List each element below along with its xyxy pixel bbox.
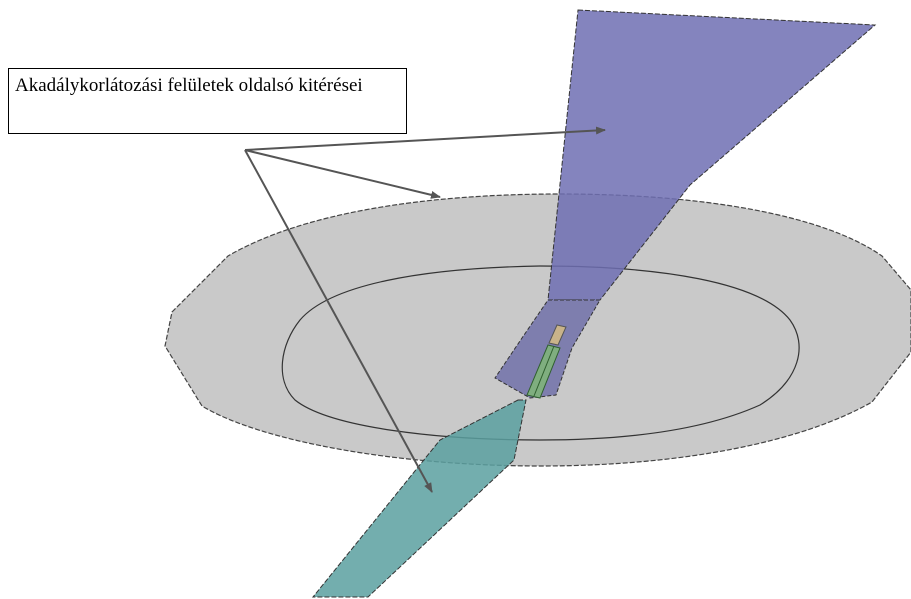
runway-centerline (533, 345, 555, 397)
approach-surface (547, 9, 877, 301)
inner-ring (281, 265, 800, 441)
runway-end (548, 324, 567, 346)
arrow (244, 149, 433, 493)
arrow (244, 126, 606, 151)
callout-label: Akadálykorlátozási felületek oldalsó kit… (8, 68, 407, 134)
arrow (244, 149, 441, 199)
departure-surface (311, 399, 527, 598)
